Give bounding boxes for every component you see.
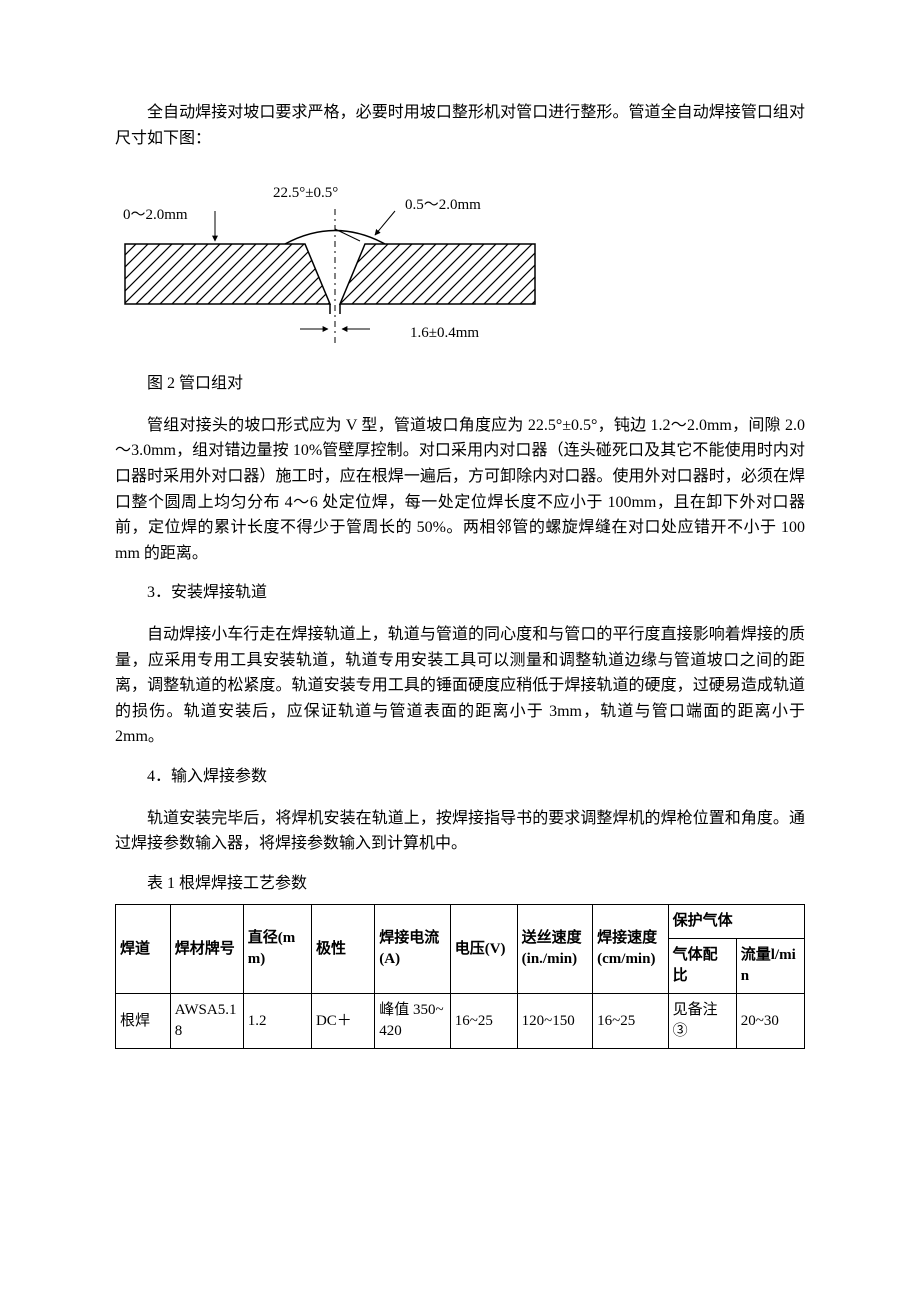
groove-diagram: 0～2.0mm 22.5°±0.5° 0.5～2.0mm 1.6±0.4mm <box>115 169 805 359</box>
label-angle: 22.5°±0.5° <box>273 185 338 201</box>
th-current: 焊接电流(A) <box>375 905 450 994</box>
th-shield-gas-group: 保护气体 <box>668 905 804 939</box>
label-left-reinforcement: 0～2.0mm <box>123 207 188 223</box>
body-p3: 轨道安装完毕后，将焊机安装在轨道上，按焊接指导书的要求调整焊机的焊枪位置和角度。… <box>115 806 805 857</box>
td-gas-ratio: 见备注③ <box>668 994 736 1049</box>
td-material: AWSA5.18 <box>170 994 243 1049</box>
heading-4: 4．输入焊接参数 <box>115 764 805 790</box>
td-voltage: 16~25 <box>450 994 517 1049</box>
td-polarity: DC＋ <box>311 994 374 1049</box>
th-voltage: 电压(V) <box>450 905 517 994</box>
groove-diagram-svg: 0～2.0mm 22.5°±0.5° 0.5～2.0mm 1.6±0.4mm <box>115 169 555 359</box>
th-gas-ratio: 气体配比 <box>668 939 736 994</box>
td-weld-speed: 16~25 <box>593 994 668 1049</box>
td-gas-flow: 20~30 <box>736 994 804 1049</box>
body-p1: 管组对接头的坡口形式应为 V 型，管道坡口角度应为 22.5°±0.5°，钝边 … <box>115 413 805 567</box>
th-wire-speed: 送丝速度(in./min) <box>517 905 592 994</box>
td-dia: 1.2 <box>243 994 311 1049</box>
intro-paragraph: 全自动焊接对坡口要求严格，必要时用坡口整形机对管口进行整形。管道全自动焊接管口组… <box>115 100 805 151</box>
th-gas-flow: 流量l/min <box>736 939 804 994</box>
table-header-row-1: 焊道 焊材牌号 直径(mm) 极性 焊接电流(A) 电压(V) 送丝速度(in.… <box>116 905 805 939</box>
table-row: 根焊 AWSA5.18 1.2 DC＋ 峰值 350~420 16~25 120… <box>116 994 805 1049</box>
td-wire-speed: 120~150 <box>517 994 592 1049</box>
figure2-caption: 图 2 管口组对 <box>115 371 805 397</box>
label-right-reinforcement: 0.5～2.0mm <box>405 197 481 213</box>
td-current: 峰值 350~420 <box>375 994 450 1049</box>
th-material: 焊材牌号 <box>170 905 243 994</box>
th-weld-speed: 焊接速度(cm/min) <box>593 905 668 994</box>
heading-3: 3．安装焊接轨道 <box>115 580 805 606</box>
body-p2: 自动焊接小车行走在焊接轨道上，轨道与管道的同心度和与管口的平行度直接影响着焊接的… <box>115 622 805 750</box>
th-weld-pass: 焊道 <box>116 905 171 994</box>
table1-title: 表 1 根焊焊接工艺参数 <box>115 871 805 897</box>
th-diameter: 直径(mm) <box>243 905 311 994</box>
welding-params-table: 焊道 焊材牌号 直径(mm) 极性 焊接电流(A) 电压(V) 送丝速度(in.… <box>115 904 805 1049</box>
td-pass: 根焊 <box>116 994 171 1049</box>
th-polarity: 极性 <box>311 905 374 994</box>
label-root-gap: 1.6±0.4mm <box>410 325 479 341</box>
